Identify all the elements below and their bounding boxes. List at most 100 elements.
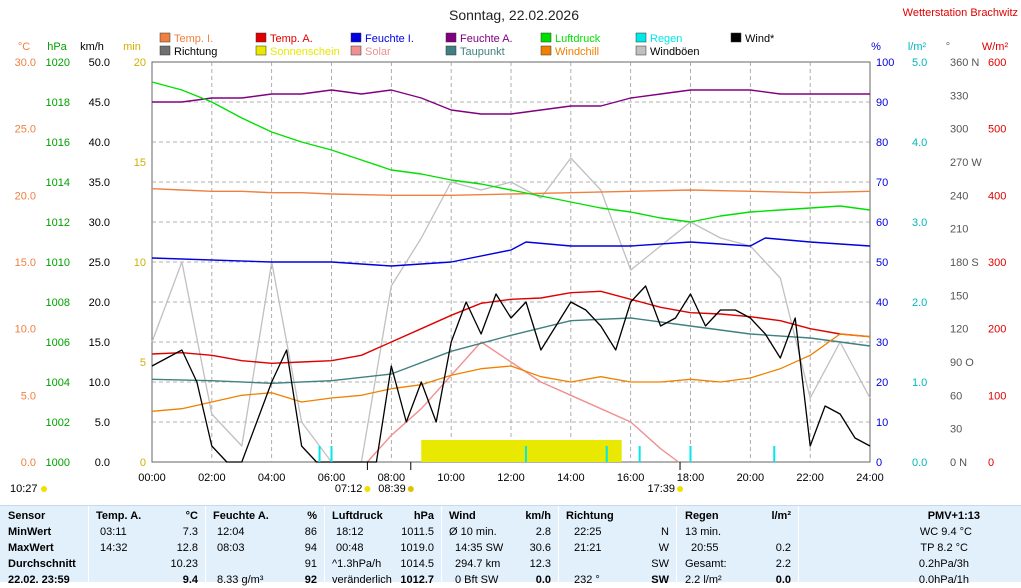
wind-max-value: 30.6	[529, 542, 551, 554]
wind-avg10-value: 2.8	[535, 526, 551, 538]
deg-tick: 300	[950, 124, 968, 136]
humidity-unit: %	[307, 510, 317, 522]
temp-column: Temp. A. °C 03:11 7.3 14:32 12.8 10.23 9…	[88, 506, 206, 586]
hpa-tick: 1002	[46, 417, 70, 429]
moonset-icon	[41, 486, 47, 492]
hpa-tick: 1000	[46, 457, 70, 469]
legend-swatch	[730, 32, 742, 43]
pmv-dewpoint: TP 8.2 °C	[920, 542, 968, 554]
wm2-tick: 0	[988, 457, 994, 469]
deg-tick: 360 N	[950, 57, 979, 69]
pressure-max-value: 1019.0	[400, 542, 434, 554]
pct-tick: 20	[876, 377, 888, 389]
deg-tick: 330	[950, 90, 968, 102]
chart-legend: Temp. I. Temp. A. Feuchte I. Feuchte A. Luft…	[159, 32, 775, 58]
legend-swatch	[445, 45, 457, 56]
wind-max-time: 14:35 SW	[455, 542, 504, 554]
time-tick: 16:00	[617, 472, 645, 484]
pct-tick: 0	[876, 457, 882, 469]
sun-moon-markers: 07:12 17:39 08:39 10:27	[10, 462, 684, 495]
humidity-header: Feuchte A.	[213, 510, 269, 522]
humidity-column: Feuchte A. % 12:04 86 08:03 94 91 8.33 g…	[205, 506, 325, 586]
temp-tick: 5.0	[21, 390, 36, 402]
pct-tick: 30	[876, 337, 888, 349]
rain-current-value: 0.0	[775, 574, 791, 586]
temp-tick: 30.0	[15, 57, 36, 69]
time-tick: 14:00	[557, 472, 585, 484]
max-label: MaxWert	[8, 542, 54, 554]
rain-duration: 13 min.	[685, 526, 722, 538]
avg-label: Durchschnitt	[8, 558, 76, 570]
pct-tick: 50	[876, 257, 888, 269]
pressure-column: Luftdruck hPa 18:12 1011.5 00:48 1019.0 …	[324, 506, 442, 586]
wind-beaufort: 0 Bft SW	[455, 574, 499, 586]
temp-max-value: 12.8	[176, 542, 198, 554]
axis-units: °C hPa km/h min% l/m² ° W/m²	[18, 41, 1009, 53]
time-tick: 18:00	[677, 472, 705, 484]
kmh-tick: 25.0	[89, 257, 110, 269]
legend-label: Wind*	[745, 33, 775, 45]
wind-current-value: 0.0	[535, 574, 551, 586]
pressure-unit: hPa	[413, 510, 434, 522]
legend-swatch	[635, 45, 647, 56]
wm2-tick: 200	[988, 324, 1006, 336]
min-tick: 0	[140, 457, 146, 469]
direction-current-value: SW	[651, 574, 669, 586]
rain-bar	[638, 446, 641, 462]
legend-label: Richtung	[174, 46, 217, 58]
legend-swatch	[540, 45, 552, 56]
humidity-min-time: 12:04	[217, 526, 245, 538]
rain-day-total: 2.2 l/m²	[685, 574, 722, 586]
moonrise-label: 08:39	[378, 483, 406, 495]
pct-tick: 90	[876, 97, 888, 109]
pressure-min-value: 1011.5	[401, 526, 434, 538]
axis-ticks: 30.025.020.015.010.05.00.010201018101610…	[15, 57, 1007, 484]
unit-label: l/m²	[908, 41, 927, 53]
legend-swatch	[159, 45, 171, 56]
chart-plot-area	[151, 81, 871, 463]
time-tick: 06:00	[318, 472, 346, 484]
sunrise-label: 07:12	[335, 483, 363, 495]
temp-min-time: 03:11	[100, 526, 127, 538]
deg-tick: 0 N	[950, 457, 967, 469]
chart-title: Sonntag, 22.02.2026	[449, 7, 579, 23]
unit-label: °	[946, 41, 950, 53]
direction-column: Richtung 22:25 N 21:21 W SW 232 ° SW	[558, 506, 677, 586]
direction-header: Richtung	[566, 510, 614, 522]
deg-tick: 90 O	[950, 357, 974, 369]
legend-label: Luftdruck	[555, 33, 601, 45]
moonrise-icon	[407, 486, 414, 492]
wm2-tick: 500	[988, 124, 1006, 136]
sensor-column: Sensor MinWert MaxWert Durchschnitt 22.0…	[0, 506, 88, 586]
legend-swatch	[255, 32, 267, 43]
time-tick: 20:00	[737, 472, 765, 484]
rain-column: Regen l/m² 13 min. 20:55 0.2 Gesamt: 2.2…	[676, 506, 799, 586]
wind-header: Wind	[449, 510, 476, 522]
hpa-tick: 1010	[46, 257, 70, 269]
legend-label: Feuchte I.	[365, 33, 414, 45]
pressure-min-time: 18:12	[336, 526, 364, 538]
kmh-tick: 35.0	[89, 177, 110, 189]
humidity-avg-value: 91	[304, 558, 317, 570]
rain-total-label: Gesamt:	[685, 558, 727, 570]
rain-tick: 4.0	[912, 137, 927, 149]
legend-label: Regen	[650, 33, 682, 45]
legend-swatch	[350, 32, 362, 43]
rain-bar	[689, 446, 692, 462]
pmv-trend-3h: 0.2hPa/3h	[918, 558, 969, 570]
rain-max-value: 0.2	[775, 542, 791, 554]
temp-header: Temp. A.	[96, 510, 142, 522]
legend-label: Solar	[365, 46, 391, 58]
deg-tick: 30	[950, 424, 962, 436]
temp-tick: 10.0	[15, 324, 36, 336]
wind-distance: 294.7 km	[455, 558, 501, 570]
wm2-tick: 100	[988, 390, 1006, 402]
sensor-header: Sensor	[8, 510, 46, 522]
deg-tick: 240	[950, 190, 968, 202]
unit-label: min	[123, 41, 141, 53]
hpa-tick: 1018	[46, 97, 70, 109]
kmh-tick: 30.0	[89, 217, 110, 229]
unit-label: W/m²	[982, 41, 1009, 53]
kmh-tick: 20.0	[89, 297, 110, 309]
pressure-trend: ^1.3hPa/h	[332, 558, 382, 570]
